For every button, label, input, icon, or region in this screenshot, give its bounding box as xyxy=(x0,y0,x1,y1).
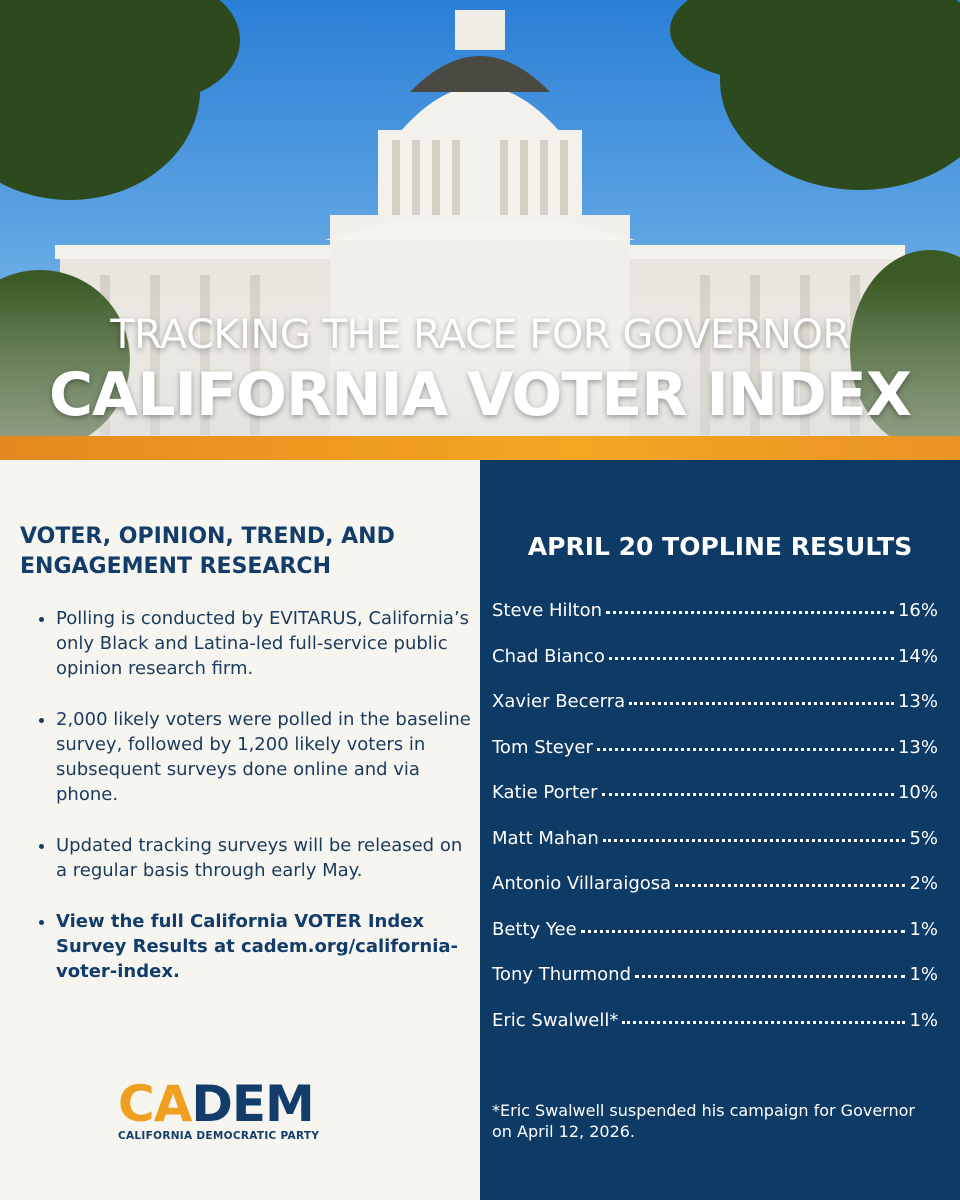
leader-dots xyxy=(580,929,906,933)
hero-image xyxy=(0,0,960,436)
headline: CALIFORNIA VOTER INDEX xyxy=(48,360,912,430)
candidate-name: Antonio Villaraigosa xyxy=(492,873,672,894)
leader-dots xyxy=(635,975,906,978)
logo-ca: CA xyxy=(118,1075,192,1133)
bullet: View the full California VOTER Index Sur… xyxy=(56,909,476,984)
bullet: Polling is conducted by EVITARUS, Califo… xyxy=(56,606,476,681)
footnote: *Eric Swalwell suspended his campaign fo… xyxy=(492,1101,915,1141)
logo-tagline: CALIFORNIA DEMOCRATIC PARTY xyxy=(118,1130,320,1142)
results-title: APRIL 20 TOPLINE RESULTS xyxy=(527,532,913,561)
results-list: Steve Hilton 16% Chad Bianco 14% Xavier Bece… xyxy=(492,600,938,1055)
candidate-name: Tom Steyer xyxy=(492,736,593,758)
leader-dots xyxy=(675,884,906,887)
leader-dots xyxy=(622,1020,906,1024)
result-row: Betty Yee 1% xyxy=(492,919,938,965)
bullet-list: Polling is conducted by EVITARUS, Califo… xyxy=(20,606,476,1010)
candidate-share: 1% xyxy=(909,918,938,940)
candidate-share: 13% xyxy=(897,691,938,712)
candidate-share: 1% xyxy=(909,964,938,985)
candidate-name: Betty Yee xyxy=(492,918,577,940)
result-row: Tony Thurmond 1% xyxy=(492,964,938,1010)
logo-wordmark: CADEM xyxy=(118,1078,319,1130)
candidate-name: Xavier Becerra xyxy=(492,691,626,712)
leader-dots xyxy=(601,793,894,796)
section-heading: VOTER, OPINION, TREND, AND ENGAGEMENT RE… xyxy=(20,524,395,579)
candidate-share: 13% xyxy=(897,736,938,758)
candidate-name: Eric Swalwell* xyxy=(492,1009,619,1031)
accent-stripe xyxy=(0,436,960,460)
candidate-share: 10% xyxy=(897,782,938,803)
candidate-name: Tony Thurmond xyxy=(492,964,632,985)
candidate-share: 1% xyxy=(909,1009,938,1031)
result-row: Steve Hilton 16% xyxy=(492,600,938,646)
candidate-name: Katie Porter xyxy=(492,782,598,803)
candidate-name: Chad Bianco xyxy=(492,645,605,667)
result-row: Xavier Becerra 13% xyxy=(492,691,938,737)
result-row: Tom Steyer 13% xyxy=(492,737,938,783)
result-row: Eric Swalwell* 1% xyxy=(492,1010,938,1056)
candidate-name: Steve Hilton xyxy=(492,600,603,621)
candidate-share: 16% xyxy=(897,600,938,621)
leader-dots xyxy=(596,747,894,751)
candidate-name: Matt Mahan xyxy=(492,827,599,849)
result-row: Chad Bianco 14% xyxy=(492,646,938,692)
kicker: TRACKING THE RACE FOR GOVERNOR xyxy=(110,312,850,358)
result-row: Antonio Villaraigosa 2% xyxy=(492,873,938,919)
leader-dots xyxy=(629,702,894,705)
candidate-share: 2% xyxy=(909,873,938,894)
logo-dem: DEM xyxy=(191,1075,314,1133)
info-panel: VOTER, OPINION, TREND, AND ENGAGEMENT RE… xyxy=(0,460,480,1200)
candidate-share: 5% xyxy=(909,827,938,849)
bullet: 2,000 likely voters were polled in the b… xyxy=(56,707,476,807)
logo: CADEM CALIFORNIA DEMOCRATIC PARTY xyxy=(118,1078,319,1142)
leader-dots xyxy=(608,656,894,660)
candidate-share: 14% xyxy=(897,645,938,667)
result-row: Katie Porter 10% xyxy=(492,782,938,828)
leader-dots xyxy=(602,838,906,842)
bullet: Updated tracking surveys will be release… xyxy=(56,833,476,883)
leader-dots xyxy=(606,611,894,614)
result-row: Matt Mahan 5% xyxy=(492,828,938,874)
results-panel: APRIL 20 TOPLINE RESULTS Steve Hilton 16%… xyxy=(480,460,960,1200)
